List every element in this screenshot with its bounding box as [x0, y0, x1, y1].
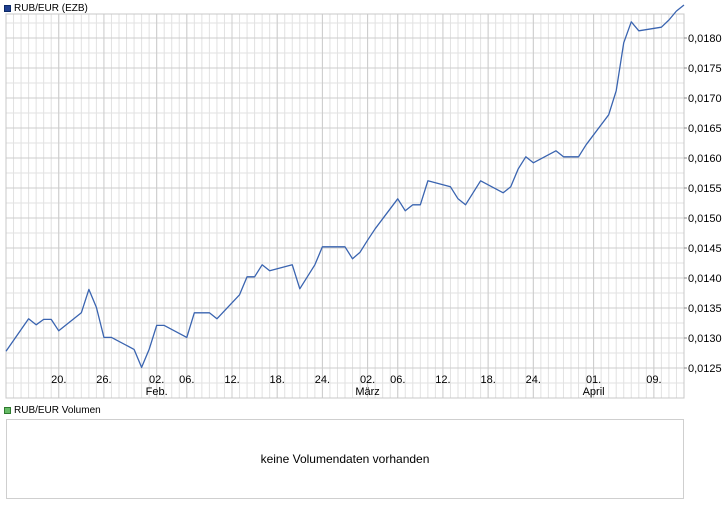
x-tick-label: 06. [390, 374, 405, 386]
y-tick-label: 0,0170 [688, 93, 722, 105]
volume-empty-message: keine Volumendaten vorhanden [260, 452, 430, 466]
price-chart: 0,0125 0,0130 0,0135 0,0140 0,0145 0,0150 0,01… [5, 4, 722, 399]
volume-panel: keine Volumendaten vorhanden [6, 419, 684, 499]
x-tick-label: 06. [179, 374, 194, 386]
y-axis: 0,0125 0,0130 0,0135 0,0140 0,0145 0,0150 0,01… [684, 33, 722, 375]
y-tick-label: 0,0145 [688, 243, 722, 255]
series-line-rub-eur [5, 4, 685, 369]
x-tick-month-label: April [583, 386, 605, 398]
volume-legend: RUB/EUR Volumen [4, 404, 101, 416]
main-legend-label: RUB/EUR (EZB) [14, 2, 88, 14]
y-tick-label: 0,0155 [688, 183, 722, 195]
x-tick-label: 09. [646, 374, 661, 386]
chart-grid [5, 14, 685, 398]
main-legend-swatch [4, 4, 11, 12]
x-tick-month-label: Feb. [146, 386, 168, 398]
x-tick-label: 24. [526, 374, 541, 386]
y-tick-label: 0,0175 [688, 63, 722, 75]
x-tick-label: 01. [586, 374, 601, 386]
x-tick-label: 18. [270, 374, 285, 386]
y-tick-label: 0,0150 [688, 213, 722, 225]
volume-legend-swatch [4, 406, 11, 414]
main-legend: RUB/EUR (EZB) [4, 2, 88, 14]
y-tick-label: 0,0130 [688, 333, 722, 345]
y-tick-label: 0,0165 [688, 123, 722, 135]
x-tick-label: 18. [480, 374, 495, 386]
y-tick-label: 0,0140 [688, 273, 722, 285]
y-tick-label: 0,0135 [688, 303, 722, 315]
y-tick-label: 0,0160 [688, 153, 722, 165]
x-tick-label: 12. [435, 374, 450, 386]
x-tick-label: 20. [51, 374, 66, 386]
x-tick-label: 12. [224, 374, 239, 386]
y-tick-label: 0,0180 [688, 33, 722, 45]
x-tick-month-label: März [355, 386, 379, 398]
x-tick-label: 02. [360, 374, 375, 386]
y-tick-label: 0,0125 [688, 363, 722, 375]
x-tick-label: 24. [315, 374, 330, 386]
x-tick-label: 02. [149, 374, 164, 386]
plot-frame [5, 13, 685, 399]
volume-legend-label: RUB/EUR Volumen [14, 404, 101, 416]
x-tick-label: 26. [96, 374, 111, 386]
